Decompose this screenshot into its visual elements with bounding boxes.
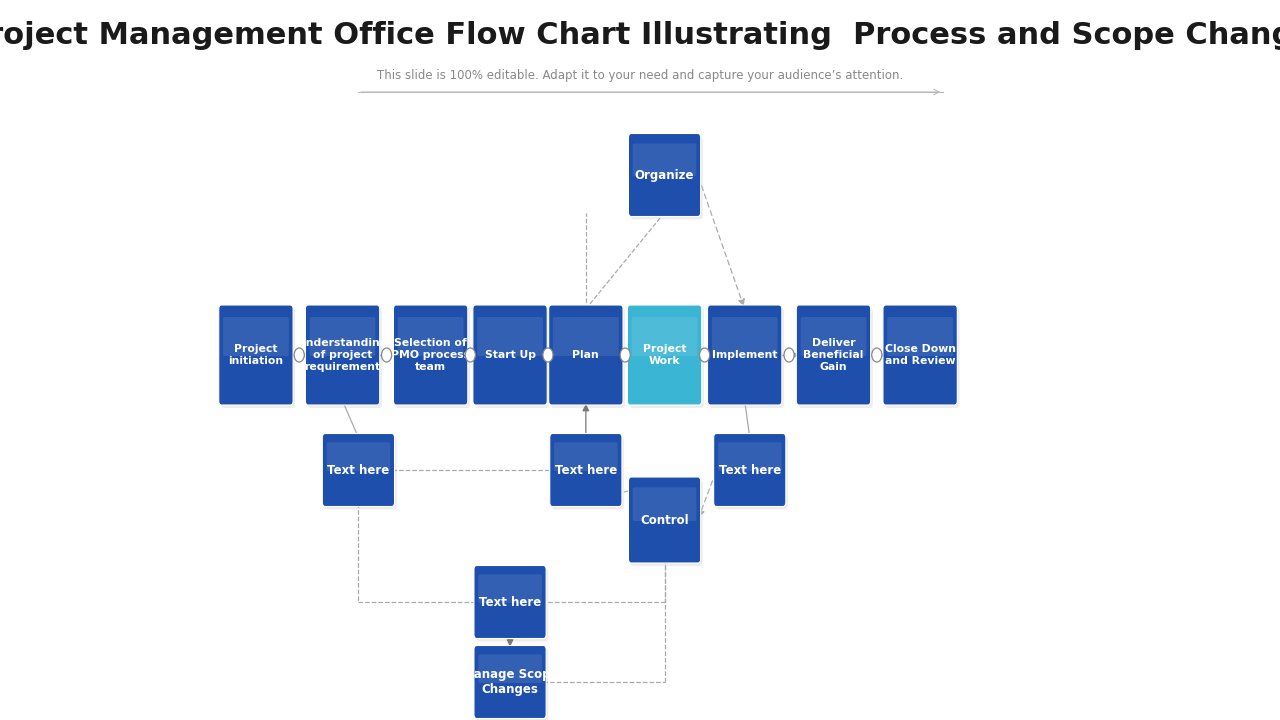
FancyBboxPatch shape: [628, 133, 700, 217]
FancyBboxPatch shape: [396, 308, 470, 408]
Text: Control: Control: [640, 513, 689, 526]
Text: Manage Scope
Changes: Manage Scope Changes: [462, 667, 558, 696]
Circle shape: [620, 348, 630, 362]
Circle shape: [785, 348, 794, 362]
Circle shape: [700, 348, 709, 362]
FancyBboxPatch shape: [310, 317, 375, 356]
FancyBboxPatch shape: [627, 305, 701, 405]
Text: Text here: Text here: [554, 464, 617, 477]
FancyBboxPatch shape: [477, 317, 543, 356]
Text: This slide is 100% editable. Adapt it to your need and capture your audience’s a: This slide is 100% editable. Adapt it to…: [376, 68, 904, 81]
FancyBboxPatch shape: [223, 317, 289, 356]
Text: Close Down
and Review: Close Down and Review: [884, 344, 956, 366]
FancyBboxPatch shape: [887, 317, 954, 356]
FancyBboxPatch shape: [475, 308, 549, 408]
FancyBboxPatch shape: [630, 308, 704, 408]
FancyBboxPatch shape: [632, 317, 698, 356]
Text: Project
initiation: Project initiation: [228, 344, 283, 366]
FancyBboxPatch shape: [553, 317, 618, 356]
FancyBboxPatch shape: [306, 305, 380, 405]
FancyBboxPatch shape: [716, 436, 788, 510]
FancyBboxPatch shape: [632, 487, 696, 521]
FancyBboxPatch shape: [718, 442, 782, 471]
FancyBboxPatch shape: [884, 308, 960, 408]
FancyBboxPatch shape: [800, 317, 867, 356]
FancyBboxPatch shape: [714, 433, 786, 506]
Text: Plan: Plan: [572, 350, 599, 360]
Circle shape: [381, 348, 392, 362]
FancyBboxPatch shape: [476, 649, 548, 720]
FancyBboxPatch shape: [307, 308, 381, 408]
FancyBboxPatch shape: [708, 305, 782, 405]
FancyBboxPatch shape: [325, 436, 397, 510]
Text: Deliver
Beneficial
Gain: Deliver Beneficial Gain: [804, 338, 864, 372]
FancyBboxPatch shape: [554, 442, 618, 471]
Circle shape: [872, 348, 882, 362]
Text: Understanding
of project
requirement: Understanding of project requirement: [297, 338, 388, 372]
FancyBboxPatch shape: [628, 477, 700, 563]
FancyBboxPatch shape: [549, 433, 622, 506]
FancyBboxPatch shape: [552, 436, 625, 510]
FancyBboxPatch shape: [393, 305, 467, 405]
Text: Project
Work: Project Work: [643, 344, 686, 366]
Circle shape: [294, 348, 305, 362]
FancyBboxPatch shape: [476, 569, 548, 642]
FancyBboxPatch shape: [323, 433, 394, 506]
FancyBboxPatch shape: [549, 305, 623, 405]
FancyBboxPatch shape: [326, 442, 390, 471]
FancyBboxPatch shape: [796, 305, 870, 405]
Text: Text here: Text here: [328, 464, 389, 477]
FancyBboxPatch shape: [799, 308, 873, 408]
Text: Text here: Text here: [479, 595, 541, 608]
FancyBboxPatch shape: [632, 143, 696, 176]
FancyBboxPatch shape: [472, 305, 548, 405]
FancyBboxPatch shape: [550, 308, 625, 408]
Circle shape: [466, 348, 475, 362]
FancyBboxPatch shape: [219, 305, 293, 405]
Text: Implement: Implement: [712, 350, 777, 360]
Text: Start Up: Start Up: [485, 350, 535, 360]
Text: Text here: Text here: [718, 464, 781, 477]
FancyBboxPatch shape: [631, 480, 703, 566]
Text: Selection of
PMO process
team: Selection of PMO process team: [392, 338, 470, 372]
FancyBboxPatch shape: [398, 317, 463, 356]
FancyBboxPatch shape: [479, 654, 541, 683]
FancyBboxPatch shape: [474, 565, 547, 639]
FancyBboxPatch shape: [479, 575, 541, 603]
Text: Organize: Organize: [635, 168, 694, 181]
FancyBboxPatch shape: [474, 646, 547, 719]
FancyBboxPatch shape: [631, 137, 703, 220]
FancyBboxPatch shape: [709, 308, 785, 408]
FancyBboxPatch shape: [712, 317, 777, 356]
FancyBboxPatch shape: [883, 305, 957, 405]
FancyBboxPatch shape: [221, 308, 296, 408]
Circle shape: [543, 348, 553, 362]
Text: Project Management Office Flow Chart Illustrating  Process and Scope Change: Project Management Office Flow Chart Ill…: [0, 20, 1280, 50]
